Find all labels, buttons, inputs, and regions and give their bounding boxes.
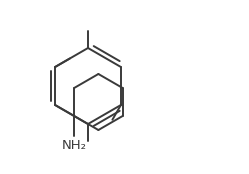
Text: NH₂: NH₂ xyxy=(62,139,87,152)
